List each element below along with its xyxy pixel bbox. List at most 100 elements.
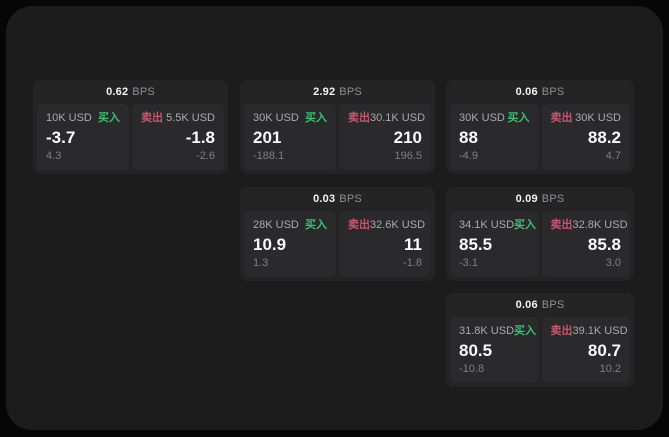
quote-card-3: 0.06 BPS 30K USD 买入 88 -4.9 卖出 30K USD 8… [446,80,634,174]
card-body: 28K USD 买入 10.9 1.3 卖出 32.6K USD 11 -1.8 [240,211,435,281]
sell-price: 88.2 [587,128,621,147]
buy-amount: 31.8K USD [459,325,515,337]
buy-delta: 4.3 [46,150,62,162]
buy-panel-header: 28K USD 买入 [253,219,327,232]
card-body: 30K USD 买入 88 -4.9 卖出 30K USD 88.2 4.7 [446,104,634,174]
sell-panel[interactable]: 卖出 30K USD 88.2 4.7 [541,104,630,170]
buy-panel[interactable]: 30K USD 买入 88 -4.9 [450,104,539,170]
sell-tag: 卖出 [550,325,573,337]
buy-price: 80.5 [459,341,493,360]
card-body: 30K USD 买入 201 -188.1 卖出 30.1K USD 210 1… [240,104,435,174]
card-header: 0.06 BPS [446,293,634,317]
sell-panel-header: 卖出 30K USD [551,112,622,125]
bps-unit: BPS [132,86,155,98]
buy-tag: 买入 [514,219,537,231]
bps-unit: BPS [339,86,362,98]
sell-price: 210 [393,128,422,147]
sell-delta: 4.7 [605,150,621,162]
buy-tag: 买入 [305,112,327,124]
sell-panel[interactable]: 卖出 5.5K USD -1.8 -2.6 [132,104,224,170]
card-body: 34.1K USD 买入 85.5 -3.1 卖出 32.8K USD 85.8… [446,211,634,281]
sell-panel[interactable]: 卖出 32.8K USD 85.8 3.0 [541,211,630,277]
buy-panel[interactable]: 28K USD 买入 10.9 1.3 [244,211,336,277]
sell-price: 80.7 [587,341,621,360]
sell-tag: 卖出 [348,219,370,231]
buy-panel-header: 10K USD 买入 [46,112,120,125]
card-header: 0.09 BPS [446,187,634,211]
sell-amount: 5.5K USD [166,112,215,124]
sell-amount: 30.1K USD [370,112,426,124]
sell-panel-header: 卖出 30.1K USD [348,112,426,125]
bps-unit: BPS [541,86,565,98]
sell-price: -1.8 [185,128,215,147]
sell-amount: 32.6K USD [370,219,426,231]
sell-delta: 196.5 [394,150,422,162]
sell-amount: 30K USD [575,112,621,124]
sell-panel[interactable]: 卖出 32.6K USD 11 -1.8 [339,211,431,277]
quote-card-4: 0.03 BPS 28K USD 买入 10.9 1.3 卖出 32.6K US… [240,187,435,281]
sell-price: 11 [404,235,422,254]
sell-delta: -2.6 [196,150,215,162]
buy-amount: 10K USD [46,112,92,124]
sell-tag: 卖出 [141,112,163,124]
sell-tag: 卖出 [550,112,573,124]
buy-amount: 34.1K USD [459,219,515,231]
card-header: 0.03 BPS [240,187,435,211]
buy-panel[interactable]: 10K USD 买入 -3.7 4.3 [37,104,129,170]
card-header: 2.92 BPS [240,80,435,104]
sell-panel-header: 卖出 32.6K USD [348,219,426,232]
sell-delta: -1.8 [403,257,422,269]
quote-card-2: 2.92 BPS 30K USD 买入 201 -188.1 卖出 30.1K … [240,80,435,174]
bps-value: 0.03 [313,193,336,205]
sell-tag: 卖出 [550,219,573,231]
sell-panel[interactable]: 卖出 39.1K USD 80.7 10.2 [541,317,630,383]
buy-amount: 28K USD [253,219,299,231]
buy-panel[interactable]: 31.8K USD 买入 80.5 -10.8 [450,317,539,383]
buy-panel-header: 30K USD 买入 [253,112,327,125]
buy-delta: -4.9 [459,150,478,162]
buy-price: 201 [253,128,282,147]
buy-panel-header: 34.1K USD 买入 [459,219,536,232]
buy-panel[interactable]: 34.1K USD 买入 85.5 -3.1 [450,211,539,277]
card-body: 31.8K USD 买入 80.5 -10.8 卖出 39.1K USD 80.… [446,317,634,387]
bps-value: 2.92 [313,86,336,98]
bps-value: 0.62 [106,86,129,98]
buy-amount: 30K USD [459,112,505,124]
buy-panel-header: 31.8K USD 买入 [459,325,536,338]
buy-delta: -10.8 [459,363,485,375]
sell-panel[interactable]: 卖出 30.1K USD 210 196.5 [339,104,431,170]
buy-tag: 买入 [305,219,327,231]
bps-unit: BPS [339,193,362,205]
bps-value: 0.06 [515,299,538,311]
buy-amount: 30K USD [253,112,299,124]
buy-delta: 1.3 [253,257,269,269]
bps-unit: BPS [541,193,565,205]
buy-panel[interactable]: 30K USD 买入 201 -188.1 [244,104,336,170]
quote-card-1: 0.62 BPS 10K USD 买入 -3.7 4.3 卖出 5.5K USD… [33,80,228,174]
sell-delta: 3.0 [605,257,621,269]
bps-value: 0.06 [515,86,538,98]
card-header: 0.62 BPS [33,80,228,104]
buy-panel-header: 30K USD 买入 [459,112,530,125]
buy-tag: 买入 [514,325,537,337]
buy-price: 88 [459,128,478,147]
sell-amount: 32.8K USD [572,219,628,231]
sell-price: 85.8 [587,235,621,254]
sell-panel-header: 卖出 5.5K USD [141,112,215,125]
buy-price: 85.5 [459,235,493,254]
buy-delta: -3.1 [459,257,478,269]
quote-card-6: 0.06 BPS 31.8K USD 买入 80.5 -10.8 卖出 39.1… [446,293,634,387]
sell-tag: 卖出 [348,112,370,124]
sell-panel-header: 卖出 32.8K USD [550,219,628,232]
quote-card-5: 0.09 BPS 34.1K USD 买入 85.5 -3.1 卖出 32.8K… [446,187,634,281]
buy-price: 10.9 [253,235,287,254]
buy-delta: -188.1 [253,150,285,162]
bps-unit: BPS [541,299,565,311]
buy-tag: 买入 [507,112,530,124]
card-header: 0.06 BPS [446,80,634,104]
sell-panel-header: 卖出 39.1K USD [550,325,628,338]
sell-delta: 10.2 [599,363,621,375]
card-body: 10K USD 买入 -3.7 4.3 卖出 5.5K USD -1.8 -2.… [33,104,228,174]
bps-value: 0.09 [515,193,538,205]
